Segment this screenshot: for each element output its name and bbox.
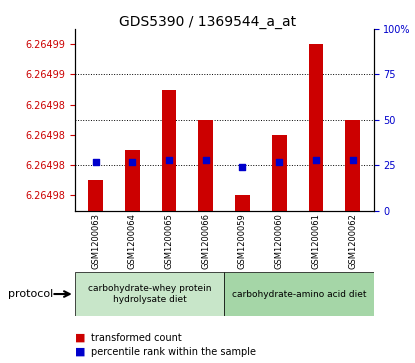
Bar <box>198 120 213 211</box>
Text: carbohydrate-amino acid diet: carbohydrate-amino acid diet <box>232 290 366 298</box>
Point <box>129 159 136 164</box>
Text: carbohydrate-whey protein
hydrolysate diet: carbohydrate-whey protein hydrolysate di… <box>88 284 211 304</box>
FancyBboxPatch shape <box>224 272 374 316</box>
Text: transformed count: transformed count <box>91 333 182 343</box>
Point <box>239 164 246 170</box>
Point <box>92 159 99 164</box>
Point <box>276 159 283 164</box>
Point <box>203 157 209 163</box>
Text: ■: ■ <box>75 333 85 343</box>
Point <box>312 157 319 163</box>
Bar <box>235 195 250 211</box>
Bar <box>125 150 140 211</box>
Text: percentile rank within the sample: percentile rank within the sample <box>91 347 256 357</box>
Bar <box>272 135 286 211</box>
FancyBboxPatch shape <box>75 272 224 316</box>
Bar <box>345 120 360 211</box>
Bar <box>162 90 176 211</box>
Text: GDS5390 / 1369544_a_at: GDS5390 / 1369544_a_at <box>119 15 296 29</box>
Text: ■: ■ <box>75 347 85 357</box>
Point <box>166 157 172 163</box>
Bar <box>308 44 323 211</box>
Bar <box>88 180 103 211</box>
Point <box>349 157 356 163</box>
Text: protocol: protocol <box>8 289 54 299</box>
